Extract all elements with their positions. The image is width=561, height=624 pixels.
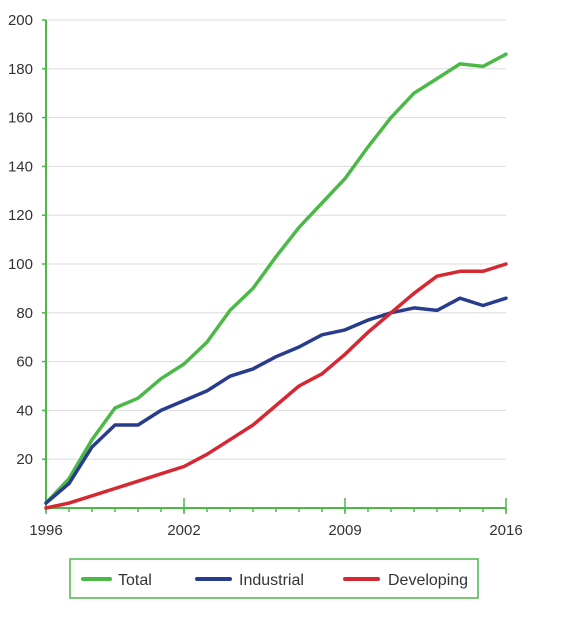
x-tick-label: 2009: [328, 522, 361, 539]
axes: [42, 19, 507, 514]
y-tick-label: 20: [16, 451, 33, 468]
legend-label-developing: Developing: [388, 572, 468, 589]
gridlines: [46, 19, 506, 460]
x-tick-labels: 1996 2002 2009 2016: [29, 522, 522, 539]
series-line-industrial: [44, 296, 508, 505]
legend: Total Industrial Developing: [69, 558, 479, 599]
y-tick-label: 80: [16, 305, 33, 322]
y-tick-label: 140: [8, 158, 33, 175]
y-tick-label: 100: [8, 256, 33, 273]
y-tick-label: 180: [8, 61, 33, 78]
x-tick-label: 1996: [29, 522, 62, 539]
legend-label-total: Total: [118, 572, 152, 589]
y-tick-label: 160: [8, 110, 33, 127]
x-tick-label: 2002: [167, 522, 200, 539]
y-tick-label: 200: [8, 12, 33, 29]
series-line-total: [44, 52, 508, 505]
y-tick-label: 60: [16, 354, 33, 371]
legend-box: [69, 558, 479, 599]
series-lines: [44, 52, 508, 510]
legend-label-industrial: Industrial: [239, 572, 304, 589]
x-tick-label: 2016: [489, 522, 522, 539]
y-tick-labels: 20 40 60 80 100 120 140 160 180 200: [8, 12, 33, 468]
series-line-developing: [44, 262, 508, 510]
y-tick-label: 120: [8, 207, 33, 224]
y-tick-label: 40: [16, 402, 33, 419]
